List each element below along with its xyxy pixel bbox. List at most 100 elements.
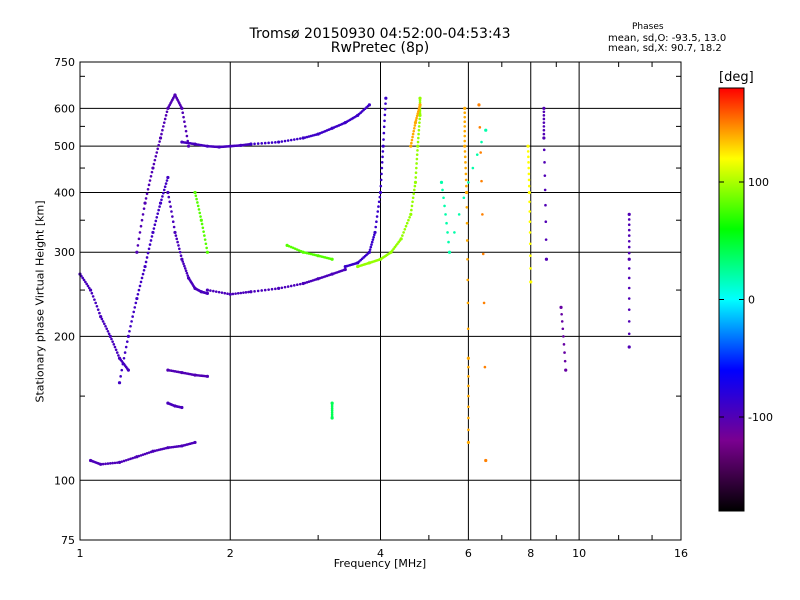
data-point [298,137,302,140]
data-point [137,237,141,241]
data-point [124,458,128,462]
data-point [410,208,413,212]
data-point [405,221,409,225]
data-point [528,231,532,234]
data-point [274,287,277,291]
data-point [150,235,154,238]
data-point [160,198,163,202]
data-point [417,125,421,128]
data-point [195,197,198,201]
data-point [203,234,206,237]
data-point [543,161,546,164]
data-point [140,276,144,280]
data-point [260,142,264,145]
data-point [403,228,407,231]
data-point [294,247,297,251]
data-point [291,246,295,250]
data-point [138,231,142,234]
data-point [197,208,201,211]
y-tick-label: 200 [54,330,75,343]
data-point [99,462,103,466]
x-axis-label: Frequency [MHz] [333,557,427,570]
data-point [104,324,107,328]
data-point [94,301,97,305]
data-point [144,197,148,200]
data-point [129,457,132,461]
data-point [529,267,532,270]
data-point [465,239,469,242]
data-point [627,212,631,216]
phases-line-o: mean, sd,O: -93.5, 13.0 [608,33,727,44]
y-tick-label: 400 [54,186,75,199]
data-point [462,196,466,200]
data-point [205,374,210,378]
data-point [147,247,151,251]
data-point [249,142,253,146]
data-point [330,410,334,414]
data-point [370,243,373,246]
data-point [467,181,470,184]
data-point [205,291,210,296]
data-point [527,166,531,170]
data-point [201,226,205,230]
data-point [153,223,157,227]
data-point [108,462,112,465]
data-point [527,190,531,195]
data-point [330,257,334,261]
x-tick-label: 8 [527,547,534,560]
data-point [253,142,256,146]
data-point [367,250,371,254]
data-point [142,268,146,272]
data-point [170,210,173,213]
data-point [169,205,172,208]
data-point [177,244,180,247]
data-point [117,354,120,357]
data-point [526,144,530,148]
data-point [413,124,417,127]
data-point [412,129,416,133]
data-point [375,220,378,224]
data-point [183,267,187,270]
data-point [134,301,138,305]
data-point [380,161,384,164]
data-point [296,283,299,287]
data-point [164,182,168,185]
data-point [199,218,203,222]
data-point [418,117,422,121]
data-point [151,166,155,170]
data-point [236,292,240,295]
data-point [447,240,450,244]
data-point [287,244,291,248]
data-point [180,106,184,110]
data-point [173,230,177,235]
data-point [627,245,631,249]
data-point [150,170,154,174]
data-point [185,271,189,275]
data-point [463,134,467,138]
data-point [165,110,169,114]
data-point [444,213,447,216]
data-point [544,203,547,207]
data-point [127,458,130,461]
data-point [171,220,175,224]
data-point [217,290,221,294]
data-point [153,158,157,162]
data-point [528,220,532,224]
data-point [199,215,202,218]
data-point [130,320,133,323]
data-point [205,250,210,254]
data-point [242,291,245,294]
data-point [542,128,546,132]
data-point [135,250,139,254]
data-point [124,345,128,349]
data-point [484,458,488,463]
data-point [544,220,548,224]
y-tick-label: 100 [54,474,75,487]
data-point [93,298,96,301]
data-point [117,460,122,464]
data-point [542,121,546,124]
data-point [627,297,631,300]
data-point [542,132,546,136]
data-point [126,368,130,372]
